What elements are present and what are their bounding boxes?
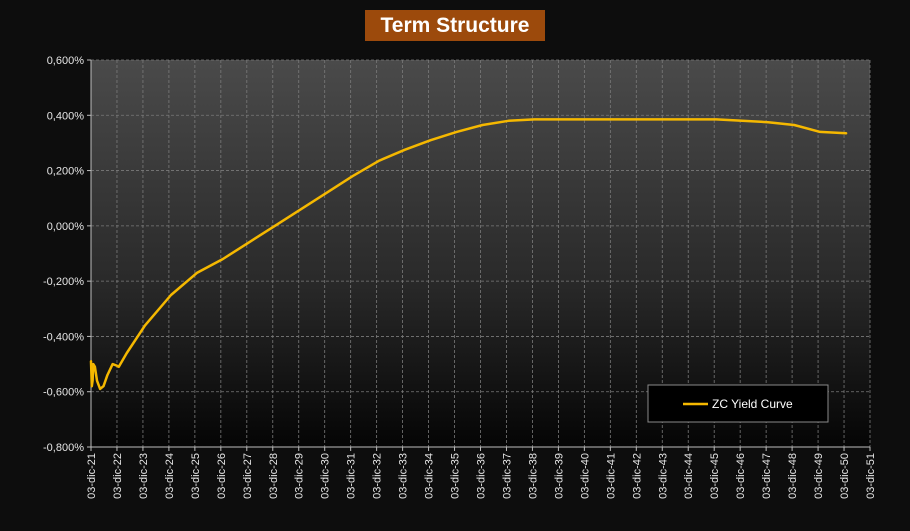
x-tick-label: 03-dic-28 [268,453,280,499]
x-tick-label: 03-dic-30 [320,453,332,499]
x-tick-label: 03-dic-44 [683,453,695,499]
y-tick-label: -0,600% [43,387,84,399]
series-layer [89,118,848,391]
x-tick-label: 03-dic-24 [164,453,176,499]
x-tick-label: 03-dic-50 [839,453,851,499]
title-background [365,10,545,41]
x-tick-label: 03-dic-26 [216,453,228,499]
y-tick-label: -0,200% [43,276,84,288]
legend: ZC Yield Curve [647,384,829,423]
x-tick-label: 03-dic-27 [242,453,254,499]
x-tick-label: 03-dic-46 [735,453,747,499]
y-tick-label: 0,200% [47,166,85,178]
x-tick-label: 03-dic-49 [813,453,825,499]
x-axis: 03-dic-21 03-dic-22 03-dic-23 03-dic-24 03-d… [86,446,877,499]
x-tick-label: 03-dic-41 [605,453,617,499]
x-tick-label: 03-dic-36 [476,453,488,499]
x-tick-label: 03-dic-34 [424,453,436,499]
x-tick-label: 03-dic-38 [527,453,539,499]
x-tick-label: 03-dic-51 [865,453,877,499]
legend-box [647,384,829,423]
x-tick-label: 03-dic-37 [501,453,513,499]
series-line-0 [89,118,848,391]
x-tick-label: 03-dic-25 [190,453,202,499]
legend-label: ZC Yield Curve [712,397,793,411]
y-tick-label: 0,600% [47,55,85,67]
x-tick-label: 03-dic-39 [553,453,565,499]
x-tick-label: 03-dic-47 [761,453,773,499]
x-tick-label: 03-dic-42 [631,453,643,499]
x-tick-label: 03-dic-35 [450,453,462,499]
x-tick-label: 03-dic-33 [398,453,410,499]
chart-title: Term Structure [380,14,530,37]
x-tick-label: 03-dic-29 [294,453,306,499]
x-tick-label: 03-dic-32 [372,453,384,499]
y-axis: 0,600% 0,400% 0,200% 0,000% -0,200% -0,400% -0… [43,55,92,454]
y-tick-label: 0,000% [47,221,85,233]
y-tick-label: -0,400% [43,331,84,343]
x-tick-label: 03-dic-21 [86,453,98,499]
x-tick-label: 03-dic-31 [346,453,358,499]
x-tick-label: 03-dic-22 [112,453,124,499]
y-tick-label: 0,400% [47,110,85,122]
x-tick-label: 03-dic-45 [709,453,721,499]
x-tick-label: 03-dic-48 [787,453,799,499]
x-tick-label: 03-dic-43 [657,453,669,499]
x-tick-label: 03-dic-23 [138,453,150,499]
x-tick-label: 03-dic-40 [579,453,591,499]
grid-layer [90,59,871,448]
y-tick-label: -0,800% [43,442,84,454]
